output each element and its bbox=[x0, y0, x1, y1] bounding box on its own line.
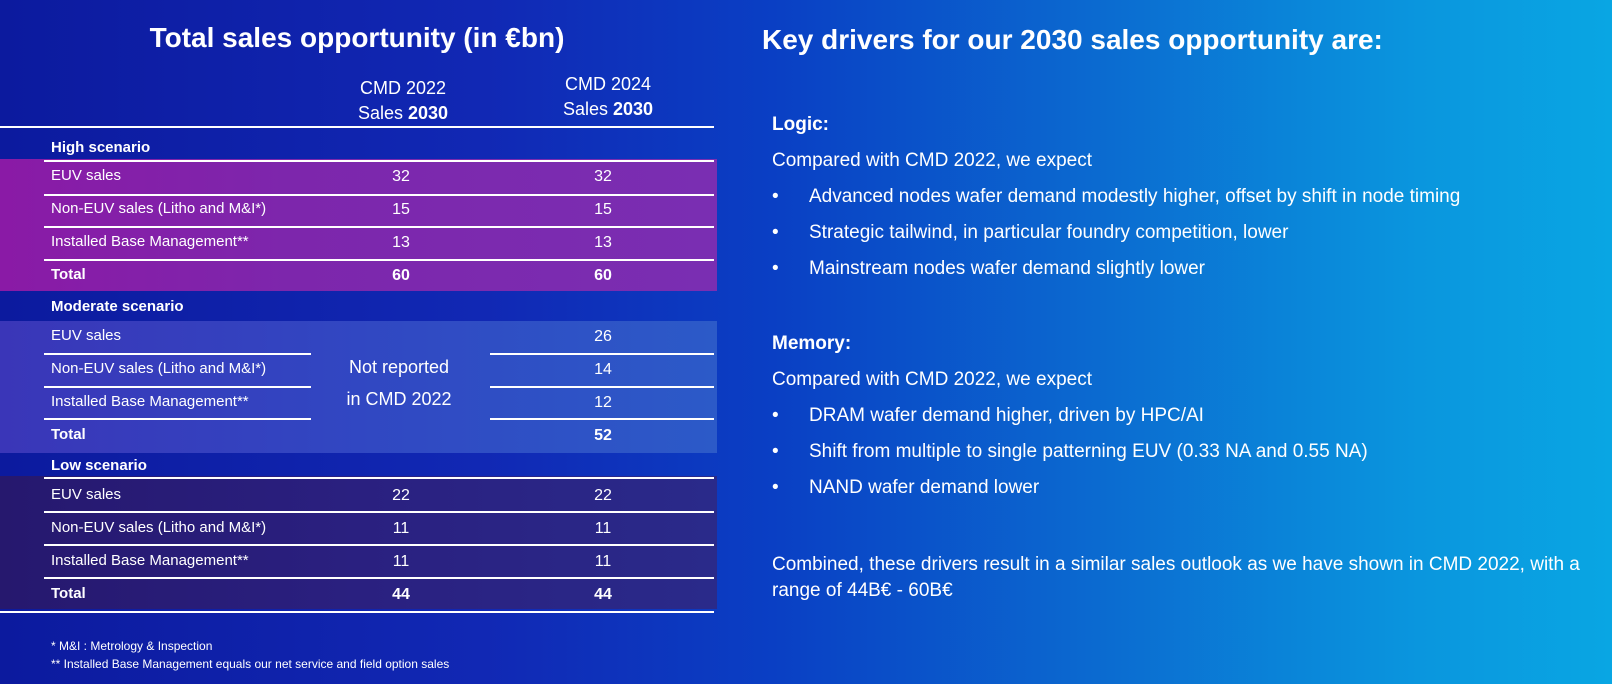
table-cell-cmd2022: 32 bbox=[392, 168, 410, 185]
row-divider bbox=[490, 418, 714, 420]
memory-heading: Memory: bbox=[772, 333, 852, 354]
table-row-label-total: Total bbox=[51, 585, 86, 602]
row-divider bbox=[490, 386, 714, 388]
table-row-label: EUV sales bbox=[51, 327, 122, 344]
bullet-text: Strategic tailwind, in particular foundr… bbox=[809, 222, 1289, 243]
bullet-dot: • bbox=[772, 441, 779, 462]
column-header-cmd2024-line2: Sales 2030 bbox=[508, 97, 708, 122]
logic-intro: Compared with CMD 2022, we expect bbox=[772, 150, 1092, 171]
bullet-text: NAND wafer demand lower bbox=[809, 477, 1040, 498]
table-cell-cmd2024: 22 bbox=[594, 487, 612, 504]
header-rule bbox=[0, 126, 714, 128]
table-row-label: Installed Base Management** bbox=[51, 393, 249, 410]
table-cell-cmd2022-total: 60 bbox=[392, 267, 410, 284]
row-divider bbox=[44, 477, 714, 479]
column-header-cmd2024-line1: CMD 2024 bbox=[564, 74, 652, 94]
footnote-ibm: ** Installed Base Management equals our … bbox=[51, 657, 450, 671]
column-header-cmd2024: CMD 2024 Sales 2030 bbox=[508, 72, 708, 122]
column-header-cmd2024-sales: Sales bbox=[562, 99, 613, 119]
table-row-label: Non-EUV sales (Litho and M&I*) bbox=[51, 360, 267, 377]
row-divider bbox=[44, 259, 714, 261]
table-cell-cmd2024: 13 bbox=[594, 234, 612, 251]
bullet-text: Shift from multiple to single patterning… bbox=[809, 441, 1368, 462]
table-cell-cmd2024: 11 bbox=[594, 553, 612, 570]
table-cell-cmd2024: 15 bbox=[594, 201, 612, 218]
high-scenario-band bbox=[0, 159, 717, 291]
bullet-dot: • bbox=[772, 477, 779, 498]
table-row-label-total: Total bbox=[51, 426, 86, 443]
table-cell-cmd2022: 11 bbox=[392, 553, 410, 570]
table-cell-cmd2024: 26 bbox=[594, 328, 612, 345]
table-cell-cmd2022: 11 bbox=[392, 520, 410, 537]
table-bottom-rule bbox=[0, 611, 714, 613]
table-row-label: Installed Base Management** bbox=[51, 552, 249, 569]
table-row-label: EUV sales bbox=[51, 167, 122, 184]
not-reported-note: Not reported in CMD 2022 bbox=[318, 351, 480, 415]
table-cell-cmd2024: 12 bbox=[594, 394, 612, 411]
table-row-label: EUV sales bbox=[51, 486, 122, 503]
column-header-cmd2022: CMD 2022 Sales 2030 bbox=[303, 76, 503, 126]
bullet-text: DRAM wafer demand higher, driven by HPC/… bbox=[809, 405, 1204, 426]
table-cell-cmd2022: 22 bbox=[392, 487, 410, 504]
bullet-text: Mainstream nodes wafer demand slightly l… bbox=[809, 258, 1206, 279]
table-row-label: Non-EUV sales (Litho and M&I*) bbox=[51, 200, 267, 217]
bullet-dot: • bbox=[772, 405, 779, 426]
table-row-label: Non-EUV sales (Litho and M&I*) bbox=[51, 519, 267, 536]
row-divider bbox=[44, 418, 311, 420]
row-divider bbox=[44, 544, 714, 546]
bullet-dot: • bbox=[772, 222, 779, 243]
logic-heading: Logic: bbox=[772, 114, 829, 135]
not-reported-line1: Not reported bbox=[348, 357, 450, 377]
footnote-mi: * M&I : Metrology & Inspection bbox=[51, 639, 213, 653]
column-header-cmd2022-year: 2030 bbox=[407, 103, 449, 123]
row-divider bbox=[490, 353, 714, 355]
combined-summary: Combined, these drivers result in a simi… bbox=[772, 554, 1580, 601]
table-cell-cmd2024-total: 60 bbox=[594, 267, 612, 284]
column-header-cmd2022-line2: Sales 2030 bbox=[303, 101, 503, 126]
table-cell-cmd2022: 15 bbox=[392, 201, 410, 218]
drivers-title: Key drivers for our 2030 sales opportuni… bbox=[762, 24, 1383, 55]
table-cell-cmd2024-total: 52 bbox=[594, 427, 612, 444]
column-header-cmd2022-sales: Sales bbox=[357, 103, 408, 123]
table-cell-cmd2024: 11 bbox=[594, 520, 612, 537]
table-row-label-total: Total bbox=[51, 266, 86, 283]
table-cell-cmd2024: 32 bbox=[594, 168, 612, 185]
table-cell-cmd2024-total: 44 bbox=[594, 586, 612, 603]
row-divider bbox=[44, 353, 311, 355]
low-scenario-band bbox=[0, 476, 717, 609]
moderate-scenario-heading: Moderate scenario bbox=[51, 298, 184, 315]
not-reported-line2: in CMD 2022 bbox=[346, 389, 452, 409]
table-cell-cmd2024: 14 bbox=[594, 361, 612, 378]
row-divider bbox=[44, 226, 714, 228]
row-divider bbox=[44, 511, 714, 513]
table-title: Total sales opportunity (in €bn) bbox=[149, 22, 565, 53]
row-divider bbox=[44, 194, 714, 196]
footnotes: * M&I : Metrology & Inspection ** Instal… bbox=[51, 637, 449, 673]
memory-intro: Compared with CMD 2022, we expect bbox=[772, 369, 1092, 390]
column-header-cmd2022-line1: CMD 2022 bbox=[359, 78, 447, 98]
high-scenario-heading: High scenario bbox=[51, 139, 151, 156]
column-header-cmd2024-year: 2030 bbox=[612, 99, 654, 119]
table-cell-cmd2022-total: 44 bbox=[392, 586, 410, 603]
low-scenario-heading: Low scenario bbox=[51, 457, 147, 474]
row-divider bbox=[44, 577, 714, 579]
bullet-dot: • bbox=[772, 186, 779, 207]
table-row-label: Installed Base Management** bbox=[51, 233, 249, 250]
row-divider bbox=[44, 386, 311, 388]
bullet-text: Advanced nodes wafer demand modestly hig… bbox=[809, 186, 1461, 207]
row-divider bbox=[44, 160, 714, 162]
table-cell-cmd2022: 13 bbox=[392, 234, 410, 251]
bullet-dot: • bbox=[772, 258, 779, 279]
